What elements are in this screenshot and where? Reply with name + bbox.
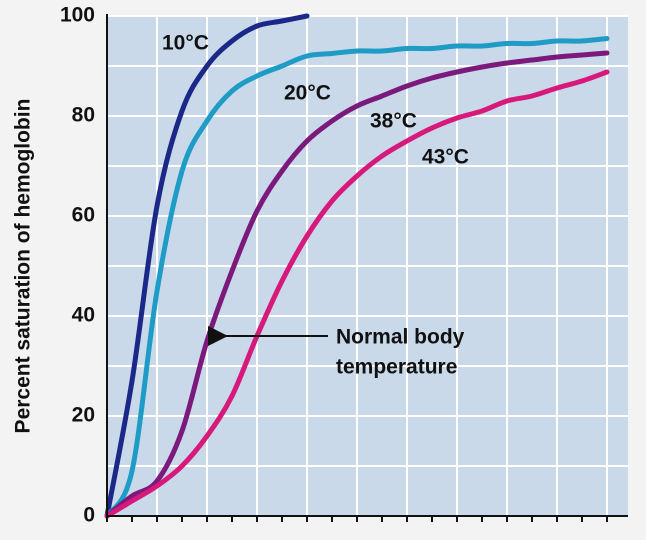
y-tick-label: 20 [72, 404, 95, 427]
y-tick-label: 40 [72, 304, 95, 327]
series-label: 20°C [284, 82, 331, 105]
annotation: Normal body [336, 326, 465, 349]
annotation: temperature [336, 356, 457, 379]
line [104, 69, 610, 519]
y-axis-label: Percent saturation of hemoglobin [12, 99, 35, 434]
y-tick-label: 80 [72, 104, 95, 127]
series-label: 43°C [422, 146, 469, 169]
y-tick-label: 60 [72, 204, 95, 227]
y-tick-label: 0 [83, 504, 95, 527]
series-label: 38°C [370, 110, 417, 133]
series-label: 10°C [162, 32, 209, 55]
line [104, 50, 610, 519]
y-tick-label: 100 [60, 4, 95, 27]
line [104, 13, 310, 519]
line [104, 36, 610, 519]
